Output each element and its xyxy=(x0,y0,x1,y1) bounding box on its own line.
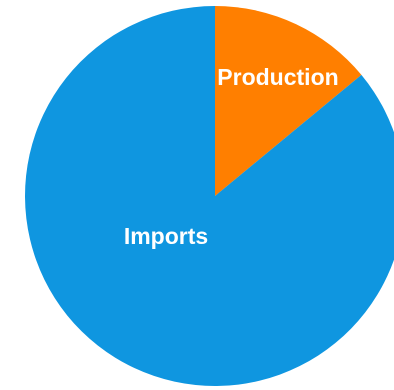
pie-slice-production xyxy=(215,6,362,196)
slice-label-imports: Imports xyxy=(124,223,208,249)
pie-labels: Production Imports xyxy=(124,64,339,249)
pie-slice-imports xyxy=(25,6,394,386)
slice-label-production: Production xyxy=(217,64,338,90)
pie-slices xyxy=(25,6,394,386)
